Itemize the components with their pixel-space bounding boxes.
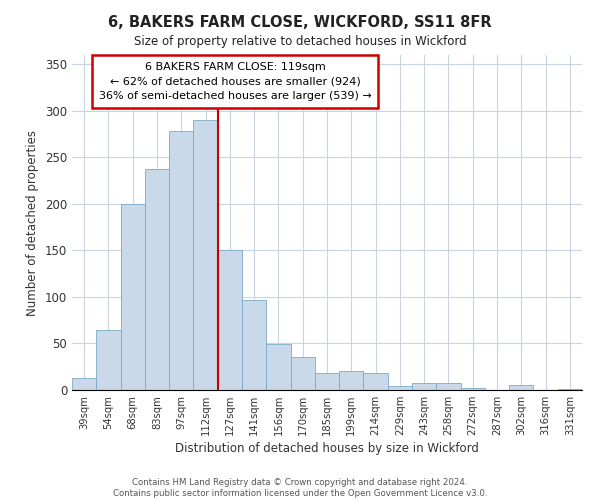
Bar (96, 330, 121, 390)
Bar (339, 372, 364, 390)
Text: 6 BAKERS FARM CLOSE: 119sqm
← 62% of detached houses are smaller (924)
36% of se: 6 BAKERS FARM CLOSE: 119sqm ← 62% of det… (99, 62, 371, 102)
Bar (193, 120, 218, 390)
Bar (558, 389, 582, 390)
Bar (412, 382, 436, 390)
Bar (388, 386, 412, 390)
Bar (169, 132, 193, 390)
Text: Size of property relative to detached houses in Wickford: Size of property relative to detached ho… (134, 35, 466, 48)
Text: 6, BAKERS FARM CLOSE, WICKFORD, SS11 8FR: 6, BAKERS FARM CLOSE, WICKFORD, SS11 8FR (108, 15, 492, 30)
Bar (145, 168, 169, 390)
Y-axis label: Number of detached properties: Number of detached properties (26, 130, 40, 316)
Bar (509, 386, 533, 390)
Bar (242, 300, 266, 390)
Bar (364, 373, 388, 390)
Text: Contains HM Land Registry data © Crown copyright and database right 2024.
Contai: Contains HM Land Registry data © Crown c… (113, 478, 487, 498)
Bar (461, 388, 485, 390)
Bar (72, 378, 96, 390)
Bar (436, 384, 461, 390)
Bar (218, 250, 242, 390)
Bar (266, 344, 290, 390)
Bar (290, 358, 315, 390)
Bar (315, 373, 339, 390)
X-axis label: Distribution of detached houses by size in Wickford: Distribution of detached houses by size … (175, 442, 479, 455)
Bar (121, 204, 145, 390)
